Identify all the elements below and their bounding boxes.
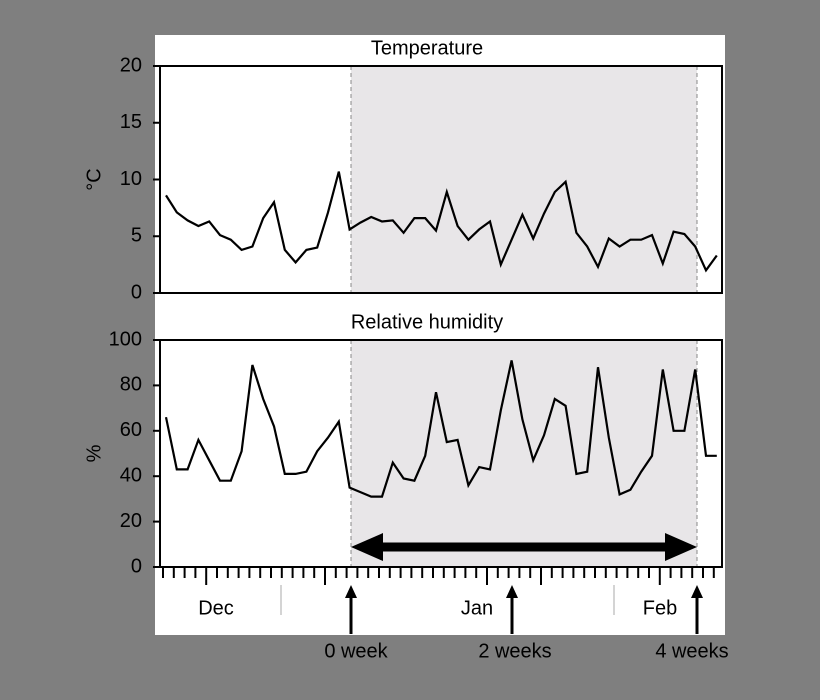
shade [351, 340, 697, 567]
month-separators [280, 585, 615, 615]
y-tick-label: 5 [131, 225, 142, 247]
marker-label: 4 weeks [655, 640, 728, 662]
marker-label: 0 week [324, 640, 388, 662]
month-label: Feb [643, 597, 677, 619]
y-tick-label: 40 [120, 464, 142, 486]
y-tick-label: 15 [120, 111, 142, 133]
marker-label: 2 weeks [478, 640, 551, 662]
y-tick-label: 60 [120, 419, 142, 441]
y-tick-label: 20 [120, 54, 142, 76]
y-axis-label: % [83, 444, 105, 462]
y-tick-label: 0 [131, 555, 142, 577]
range-arrow [351, 533, 697, 561]
y-tick-label: 20 [120, 510, 142, 532]
y-tick-label: 100 [109, 328, 142, 350]
month-label: Jan [461, 597, 493, 619]
month-label: Dec [198, 597, 234, 619]
week-arrows [345, 585, 703, 634]
y-tick-label: 10 [120, 168, 142, 190]
shade [351, 66, 697, 293]
line [164, 360, 717, 498]
panel-title: Relative humidity [351, 311, 503, 333]
y-tick-label: 80 [120, 374, 142, 396]
y-axis-label: °C [83, 168, 105, 190]
panel-title: Temperature [371, 37, 483, 59]
line [165, 171, 718, 273]
x-minor-ticks [162, 567, 715, 585]
frames [159, 65, 723, 568]
y-tick-label: 0 [131, 281, 142, 303]
